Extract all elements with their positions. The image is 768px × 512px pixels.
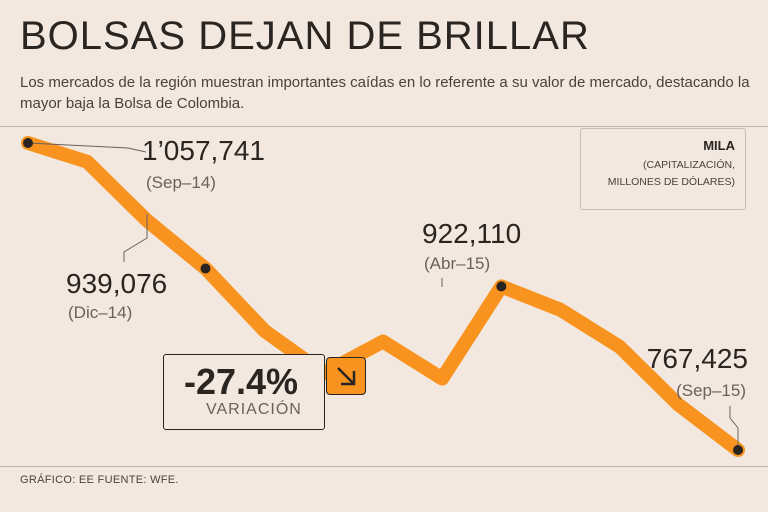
label-connector: [729, 406, 739, 450]
legend-box: MILA (CAPITALIZACIÓN, MILLONES DE DÓLARE…: [580, 128, 746, 210]
footer-credits: GRÁFICO: EE FUENTE: WFE.: [20, 474, 179, 486]
data-label-value: 767,425: [647, 343, 748, 374]
data-label-value: 1’057,741: [142, 135, 265, 166]
variation-label: VARIACIÓN: [206, 401, 302, 418]
series-line-mila: [21, 136, 745, 457]
data-label-date: (Dic–14): [68, 303, 132, 322]
legend-description-line1: (CAPITALIZACIÓN,: [643, 159, 735, 171]
data-label-value: 939,076: [66, 268, 167, 299]
chart-title: BOLSAS DEJAN DE BRILLAR: [20, 14, 590, 58]
legend-description-line2: MILLONES DE DÓLARES): [607, 176, 735, 188]
label-connector: [123, 214, 148, 262]
data-point-marker: [496, 281, 507, 292]
data-label-date: (Abr–15): [424, 254, 490, 273]
variation-box: -27.4% VARIACIÓN: [163, 354, 325, 430]
data-label-date: (Sep–14): [146, 173, 216, 192]
variation-value: -27.4%: [184, 361, 299, 402]
bottom-divider: [0, 466, 768, 467]
data-point-marker: [200, 263, 211, 274]
data-label-date: (Sep–15): [676, 381, 746, 400]
legend-title: MILA: [703, 138, 735, 153]
arrow-down-right-icon: [326, 357, 366, 395]
data-point-marker: [23, 138, 33, 148]
chart-subtitle: Los mercados de la región muestran impor…: [20, 74, 750, 112]
label-connector: [27, 142, 147, 153]
top-divider: [0, 126, 768, 127]
data-label-value: 922,110: [422, 218, 521, 249]
data-point-marker: [733, 445, 743, 455]
